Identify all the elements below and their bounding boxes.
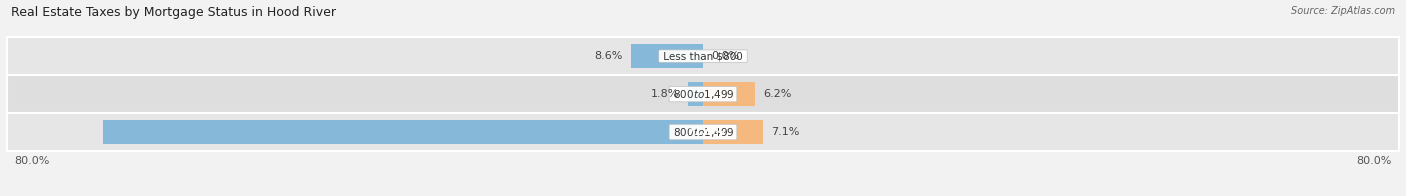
Text: $800 to $1,499: $800 to $1,499 [671, 125, 735, 139]
Bar [7, 75, 1399, 113]
Text: 0.0%: 0.0% [711, 51, 740, 61]
Text: 1.8%: 1.8% [651, 89, 679, 99]
Bar [7, 113, 1399, 151]
Bar [688, 82, 703, 106]
Text: $800 to $1,499: $800 to $1,499 [671, 88, 735, 101]
Text: Real Estate Taxes by Mortgage Status in Hood River: Real Estate Taxes by Mortgage Status in … [11, 6, 336, 19]
Text: 71.5%: 71.5% [686, 127, 724, 137]
Text: Source: ZipAtlas.com: Source: ZipAtlas.com [1291, 6, 1395, 16]
Text: 7.1%: 7.1% [770, 127, 799, 137]
Text: Less than $800: Less than $800 [659, 51, 747, 61]
Bar [631, 44, 703, 68]
Bar [104, 120, 703, 144]
Text: 6.2%: 6.2% [763, 89, 792, 99]
Bar [703, 82, 755, 106]
Bar [7, 37, 1399, 75]
Bar [703, 120, 762, 144]
Text: 8.6%: 8.6% [595, 51, 623, 61]
